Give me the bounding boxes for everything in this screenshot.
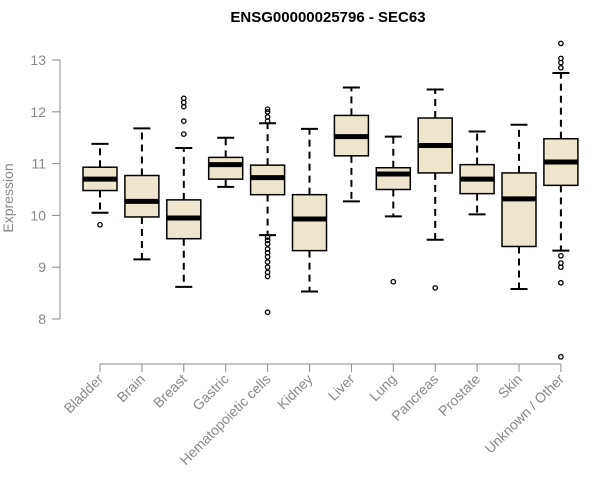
x-tick-label: Brain <box>114 371 148 405</box>
y-tick-label: 9 <box>38 259 46 275</box>
box <box>124 174 160 218</box>
outlier-point <box>558 252 564 259</box>
outlier-point <box>264 106 271 113</box>
outlier-point <box>558 260 564 266</box>
x-tick-label: Breast <box>150 371 190 411</box>
chart-title: ENSG00000025796 - SEC63 <box>230 9 425 26</box>
box-group <box>207 136 244 188</box>
box-group <box>249 106 286 316</box>
outlier-point <box>558 353 564 360</box>
x-tick-label: Skin <box>495 371 526 402</box>
outlier-point <box>558 40 564 47</box>
outlier-point <box>264 234 271 241</box>
outlier-point <box>180 95 187 102</box>
outlier-point <box>390 278 397 285</box>
x-tick-label: Unknown / Other <box>481 371 567 457</box>
outlier-point <box>264 237 271 244</box>
outlier-point <box>264 241 271 247</box>
box-group <box>543 40 579 360</box>
box-group <box>82 142 118 228</box>
x-tick-label: Bladder <box>61 371 107 417</box>
outlier-point <box>180 131 187 137</box>
box-group <box>124 127 160 261</box>
outlier-point <box>264 259 271 265</box>
x-tick-label: Lung <box>366 371 399 404</box>
y-tick-label: 11 <box>31 156 46 172</box>
outlier-point <box>558 279 564 286</box>
y-tick-label: 8 <box>38 311 46 327</box>
x-tick-label: Pancreas <box>388 371 441 424</box>
outlier-point <box>264 309 271 316</box>
x-tick-label: Kidney <box>274 371 316 413</box>
box-group <box>417 88 453 291</box>
y-tick-label: 13 <box>30 52 46 68</box>
y-axis: 8 9 10 11 12 13 <box>30 52 61 327</box>
box <box>501 172 537 248</box>
x-tick-label: Liver <box>325 371 358 404</box>
box <box>291 193 328 252</box>
box <box>207 156 244 180</box>
box-group <box>501 123 537 290</box>
y-tick-label: 10 <box>30 207 46 223</box>
x-tick-label: Prostate <box>435 371 483 419</box>
outlier-point <box>264 246 271 252</box>
box <box>375 166 412 191</box>
outlier-point <box>180 118 187 124</box>
outlier-point <box>264 114 271 120</box>
outlier-point <box>432 285 439 291</box>
outlier-point <box>264 108 271 115</box>
outlier-point <box>558 55 564 62</box>
outlier-point <box>264 249 271 256</box>
box-group <box>291 127 328 293</box>
outlier-point <box>264 269 271 276</box>
y-tick-label: 12 <box>30 104 46 120</box>
box-group <box>166 95 202 288</box>
box-series <box>82 40 579 360</box>
box-group <box>333 86 370 203</box>
y-axis-label: Expression <box>0 163 16 232</box>
box-group <box>375 135 412 285</box>
outlier-point <box>97 221 103 228</box>
outlier-point <box>264 264 271 271</box>
outlier-point <box>558 64 564 71</box>
box-group <box>459 130 495 216</box>
